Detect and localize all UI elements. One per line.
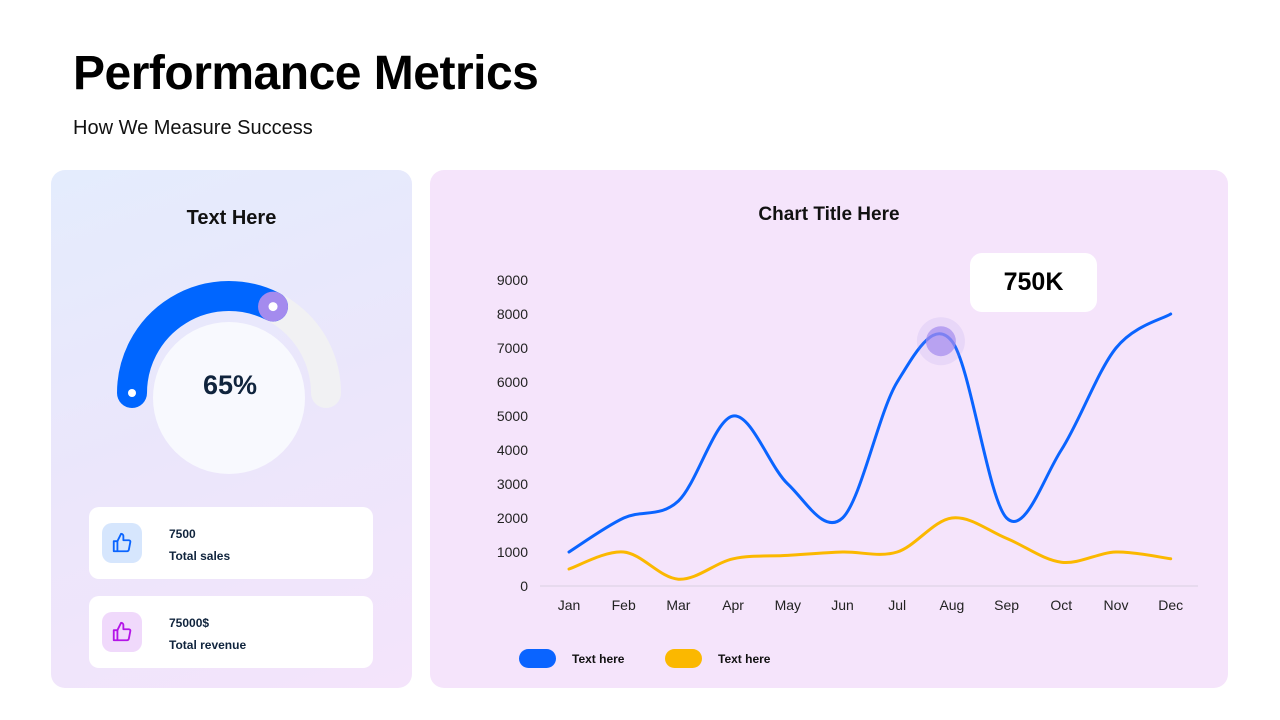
y-tick-label: 1000 — [497, 544, 528, 560]
thumbs-up-icon — [102, 523, 142, 563]
y-tick-label: 0 — [520, 578, 528, 594]
y-tick-label: 9000 — [497, 272, 528, 288]
highlight-point — [925, 326, 956, 357]
y-tick-label: 3000 — [497, 476, 528, 492]
gauge-center-disc — [153, 322, 305, 474]
x-tick-label: Mar — [666, 597, 690, 613]
gauge-knob-dot — [268, 302, 278, 312]
page-title: Performance Metrics — [73, 47, 539, 100]
gauge-panel: Text Here 65% 7500 Total sales 75000$ To… — [51, 170, 412, 688]
x-tick-label: May — [775, 597, 801, 613]
gauge-start-dot — [128, 389, 136, 397]
x-tick-label: Nov — [1104, 597, 1129, 613]
y-tick-label: 5000 — [497, 408, 528, 424]
stat-value: 75000$ — [169, 616, 210, 630]
x-tick-label: Oct — [1050, 597, 1072, 613]
stat-label: Total revenue — [169, 638, 247, 652]
thumbs-up-icon — [102, 612, 142, 652]
x-tick-label: Apr — [722, 597, 744, 613]
stat-value: 7500 — [169, 527, 196, 541]
x-tick-label: Feb — [612, 597, 636, 613]
series-line-0 — [567, 312, 1173, 554]
legend-item: Text here — [519, 649, 624, 668]
stat-label: Total sales — [169, 549, 231, 563]
annotation-callout: 750K — [970, 253, 1097, 312]
legend-label: Text here — [718, 651, 771, 666]
x-tick-label: Jan — [558, 597, 581, 613]
legend-item: Text here — [665, 649, 770, 668]
chart-panel: Chart Title Here 0 1000 2000 3000 4000 5000 60… — [430, 170, 1228, 688]
chart-title: Chart Title Here — [758, 204, 900, 225]
gauge-value: 65% — [202, 370, 258, 400]
x-tick-label: Jun — [831, 597, 854, 613]
y-tick-label: 4000 — [497, 442, 528, 458]
line-chart: 0 1000 2000 3000 4000 5000 6000 7000 8000 9000 Jan… — [497, 272, 1198, 613]
gauge-chart — [117, 281, 341, 474]
gauge-fill — [117, 281, 289, 408]
legend-swatch — [519, 649, 556, 668]
y-tick-label: 2000 — [497, 510, 528, 526]
x-tick-label: Dec — [1158, 597, 1183, 613]
y-tick-label: 8000 — [497, 306, 528, 322]
page-subtitle: How We Measure Success — [73, 117, 313, 139]
gauge-panel-title: Text Here — [186, 207, 277, 229]
x-tick-label: Jul — [888, 597, 906, 613]
series-line-1 — [567, 516, 1173, 581]
y-tick-label: 7000 — [497, 340, 528, 356]
x-tick-label: Aug — [939, 597, 964, 613]
stat-card-revenue: 75000$ Total revenue — [89, 596, 373, 668]
stat-card-sales: 7500 Total sales — [89, 507, 373, 579]
legend-swatch — [665, 649, 702, 668]
y-tick-label: 6000 — [497, 374, 528, 390]
x-tick-label: Sep — [994, 597, 1019, 613]
legend-label: Text here — [572, 651, 625, 666]
